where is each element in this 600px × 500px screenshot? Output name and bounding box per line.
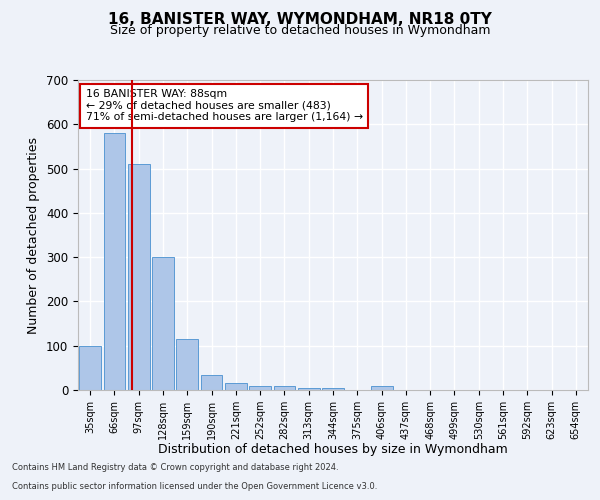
Bar [274, 386, 295, 390]
Text: 16 BANISTER WAY: 88sqm
← 29% of detached houses are smaller (483)
71% of semi-de: 16 BANISTER WAY: 88sqm ← 29% of detached… [86, 90, 363, 122]
Text: 16, BANISTER WAY, WYMONDHAM, NR18 0TY: 16, BANISTER WAY, WYMONDHAM, NR18 0TY [108, 12, 492, 26]
Bar [79, 346, 101, 390]
Text: Contains public sector information licensed under the Open Government Licence v3: Contains public sector information licen… [12, 482, 377, 491]
Bar [200, 374, 223, 390]
Bar [176, 339, 198, 390]
Bar [152, 257, 174, 390]
Bar [298, 388, 320, 390]
Bar [371, 386, 392, 390]
Bar [128, 164, 149, 390]
Bar [104, 133, 125, 390]
Bar [225, 384, 247, 390]
Bar [249, 386, 271, 390]
Text: Contains HM Land Registry data © Crown copyright and database right 2024.: Contains HM Land Registry data © Crown c… [12, 464, 338, 472]
Text: Distribution of detached houses by size in Wymondham: Distribution of detached houses by size … [158, 442, 508, 456]
Text: Size of property relative to detached houses in Wymondham: Size of property relative to detached ho… [110, 24, 490, 37]
Y-axis label: Number of detached properties: Number of detached properties [28, 136, 40, 334]
Bar [322, 388, 344, 390]
